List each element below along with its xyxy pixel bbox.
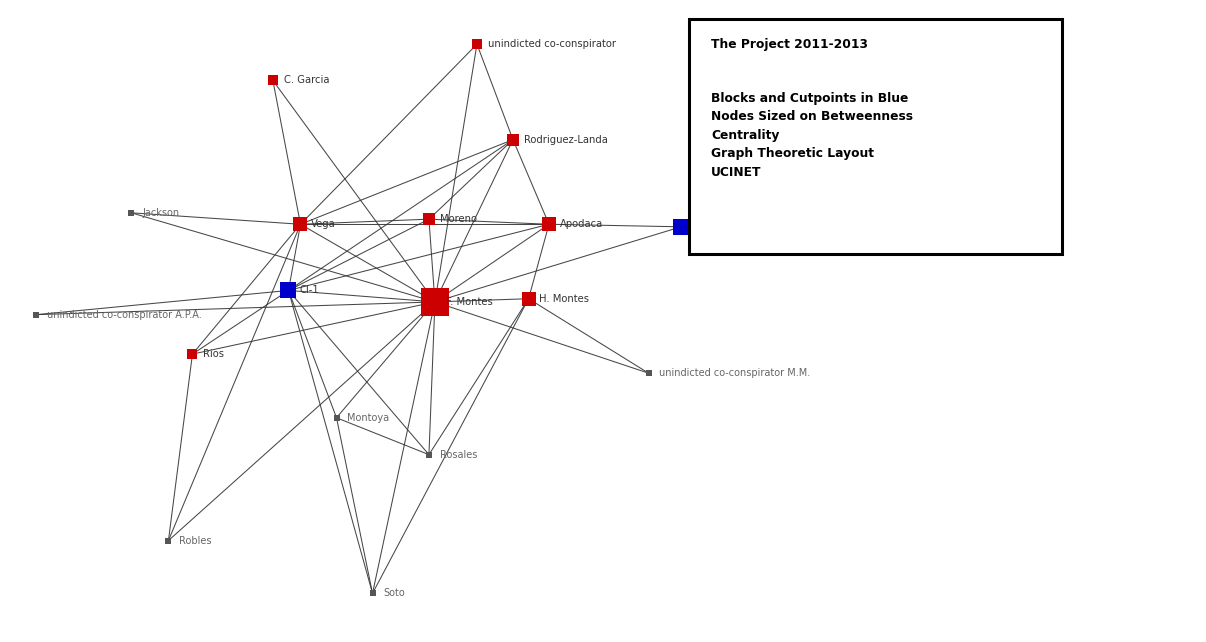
Point: [467, 39, 486, 49]
Text: Apodaca: Apodaca: [560, 220, 603, 229]
Text: unindicted co-conspirator: unindicted co-conspirator: [487, 39, 616, 49]
Point: [519, 293, 538, 304]
Text: C. Garcia: C. Garcia: [283, 75, 329, 85]
Text: Blocks and Cutpoints in Blue
Nodes Sized on Betweenness
Centrality
Graph Theoret: Blocks and Cutpoints in Blue Nodes Sized…: [712, 92, 913, 179]
Text: Robles: Robles: [180, 535, 212, 546]
Point: [263, 75, 282, 85]
Text: CI-1: CI-1: [299, 286, 320, 295]
Text: Rodriguez-Landa: Rodriguez-Landa: [523, 135, 608, 144]
Text: Rios: Rios: [204, 349, 224, 359]
FancyBboxPatch shape: [690, 19, 1061, 254]
Text: Rosales: Rosales: [440, 449, 478, 460]
Text: Moreno: Moreno: [440, 214, 476, 224]
Text: Montoya: Montoya: [347, 413, 390, 422]
Point: [420, 449, 439, 460]
Text: unidentified co-conspirator: unidentified co-conspirator: [908, 223, 1040, 234]
Text: Lozano: Lozano: [692, 221, 727, 232]
Point: [426, 297, 445, 307]
Point: [159, 535, 178, 546]
Point: [639, 368, 658, 378]
Point: [539, 219, 558, 229]
Point: [672, 221, 691, 232]
Text: unindicted co-conspirator M.M.: unindicted co-conspirator M.M.: [660, 369, 810, 378]
Point: [183, 349, 203, 360]
Point: [327, 413, 346, 423]
Point: [27, 309, 46, 320]
Point: [888, 223, 907, 234]
Text: The Project 2011-2013: The Project 2011-2013: [712, 38, 868, 51]
Text: F. Montes: F. Montes: [446, 297, 492, 307]
Text: unindicted co-conspirator A.P.A.: unindicted co-conspirator A.P.A.: [47, 309, 201, 320]
Point: [279, 285, 298, 295]
Text: Vega: Vega: [311, 220, 336, 229]
Text: Soto: Soto: [384, 589, 405, 598]
Text: H. Montes: H. Montes: [539, 294, 590, 304]
Text: Jackson: Jackson: [142, 208, 180, 218]
Point: [503, 134, 522, 144]
Point: [420, 214, 439, 224]
Point: [291, 219, 310, 229]
Point: [122, 207, 141, 218]
Point: [363, 588, 382, 598]
